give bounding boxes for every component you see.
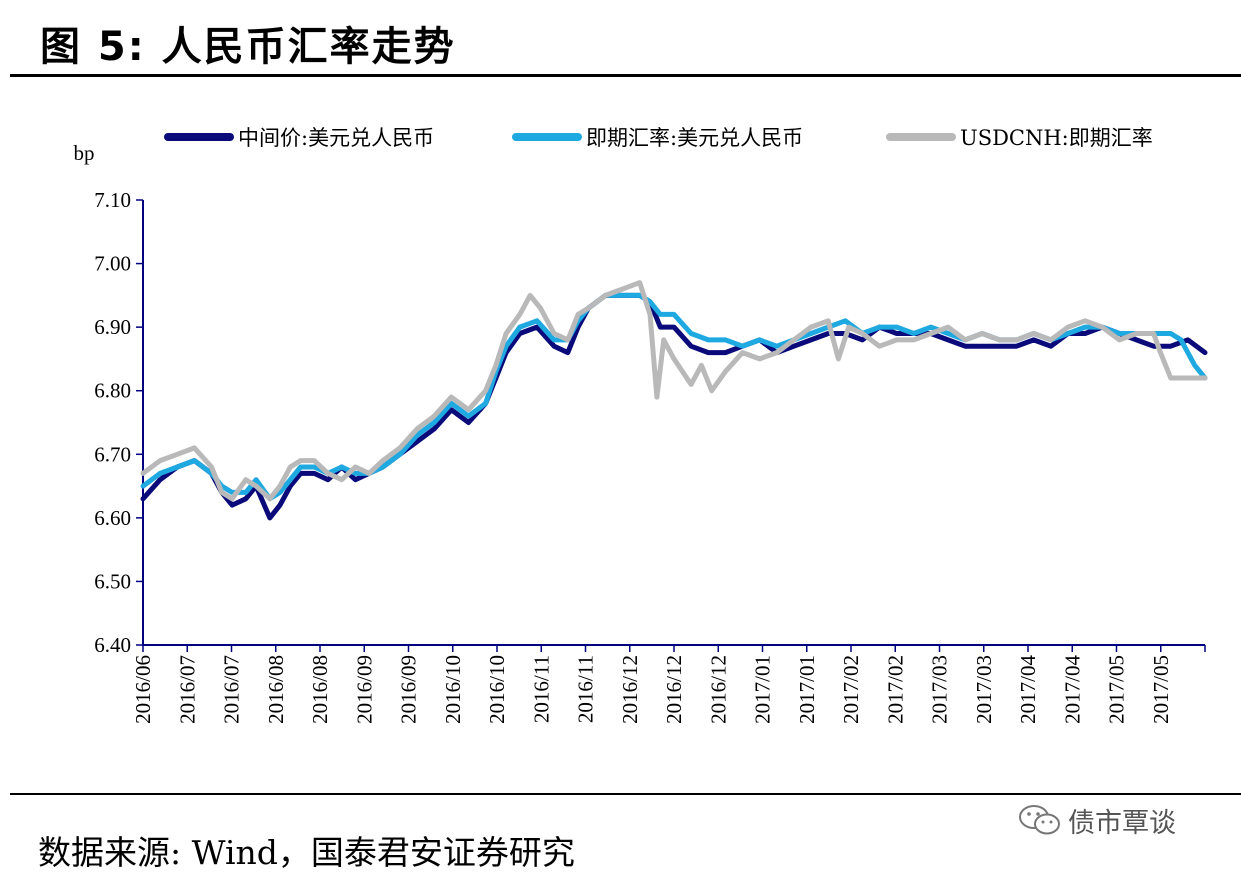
wechat-icon — [1019, 805, 1060, 835]
x-tick-label: 2016/09 — [352, 655, 376, 724]
line-chart: 中间价:美元兑人民币 即期汇率:美元兑人民币 USDCNH:即期汇率 bp 7.10… — [74, 126, 1208, 724]
x-tick-label: 2016/08 — [308, 655, 332, 724]
x-tick-label: 2016/07 — [175, 655, 199, 724]
watermark: 债市覃谈 — [1018, 800, 1208, 840]
x-tick-label: 2017/02 — [839, 655, 863, 724]
x-tick-label: 2016/08 — [264, 655, 288, 724]
y-tick-label: 6.80 — [94, 379, 131, 403]
chart-series — [140, 280, 1208, 521]
x-tick-label: 2017/01 — [751, 655, 775, 724]
legend-label-2: 即期汇率:美元兑人民币 — [586, 126, 803, 150]
x-tick-label: 2016/07 — [220, 655, 244, 724]
y-tick-label: 7.00 — [94, 252, 131, 276]
x-tick-label: 2017/03 — [928, 655, 952, 724]
source-note: 数据来源: Wind，国泰君安证券研究 — [38, 833, 575, 872]
y-tick-label: 6.60 — [94, 506, 131, 530]
x-tick-label: 2016/11 — [574, 655, 598, 723]
bottom-rule — [10, 793, 1241, 795]
x-tick-label: 2017/02 — [883, 655, 907, 724]
x-tick-label: 2016/12 — [706, 655, 730, 724]
x-tick-label: 2017/04 — [1016, 655, 1040, 724]
watermark-text: 债市覃谈 — [1068, 807, 1176, 839]
top-rule — [10, 74, 1241, 77]
x-tick-label: 2016/10 — [441, 655, 465, 724]
chart-legend: 中间价:美元兑人民币 即期汇率:美元兑人民币 USDCNH:即期汇率 — [164, 126, 1153, 150]
y-tick-label: 6.70 — [94, 442, 131, 466]
x-tick-label: 2016/11 — [529, 655, 553, 723]
x-tick-label: 2016/09 — [397, 655, 421, 724]
y-tick-label: 7.10 — [94, 188, 131, 212]
x-tick-label: 2017/03 — [972, 655, 996, 724]
x-tick-label: 2016/10 — [485, 655, 509, 724]
x-tick-label: 2016/06 — [131, 655, 155, 724]
series-line-3 — [140, 280, 1208, 502]
x-tick-label: 2016/12 — [662, 655, 686, 724]
y-tick-label: 6.50 — [94, 569, 131, 593]
x-tick-label: 2017/01 — [795, 655, 819, 724]
legend-label-3: USDCNH:即期汇率 — [960, 126, 1153, 150]
x-tick-label: 2017/05 — [1149, 655, 1173, 724]
x-tick-label: 2017/04 — [1060, 655, 1084, 724]
figure-title: 图 5: 人民币汇率走势 — [40, 24, 456, 70]
series-line-1 — [140, 292, 1208, 521]
x-tick-label: 2017/05 — [1105, 655, 1129, 724]
y-tick-label: 6.90 — [94, 315, 131, 339]
y-tick-label: 6.40 — [94, 633, 131, 657]
x-tick-label: 2016/12 — [618, 655, 642, 724]
y-axis-title: bp — [74, 141, 95, 165]
legend-label-1: 中间价:美元兑人民币 — [238, 126, 434, 150]
